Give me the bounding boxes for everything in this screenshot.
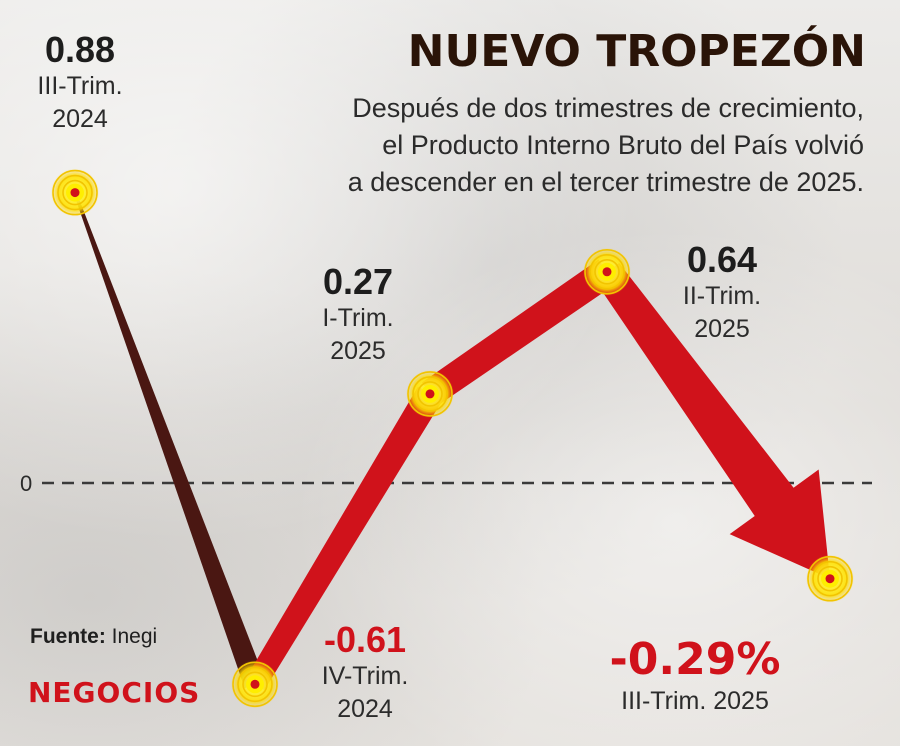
data-label-value: -0.29%: [609, 634, 781, 685]
data-label-point-5: -0.29% III-Trim. 2025: [585, 635, 805, 718]
point-center: [825, 574, 835, 584]
data-label-quarter: III-Trim.: [37, 72, 123, 100]
data-label-year: 2025: [330, 337, 386, 365]
subtitle-line: el Producto Interno Bruto del País volvi…: [382, 130, 864, 160]
point-ring: [807, 555, 853, 602]
point-ring: [232, 661, 278, 708]
data-label-quarter: II-Trim.: [682, 282, 762, 310]
data-label-year: 2025: [694, 315, 750, 343]
point-ring: [584, 248, 630, 295]
data-label-year: 2024: [52, 105, 108, 133]
source-label: Fuente:: [30, 625, 106, 648]
point-center: [250, 679, 260, 689]
data-point-1: [51, 168, 99, 217]
data-label-value: 0.27: [322, 261, 394, 302]
data-label-value: 0.64: [686, 239, 758, 280]
data-point-3: [406, 369, 454, 418]
data-point-5: [806, 554, 854, 603]
point-ring: [57, 174, 93, 211]
point-ring: [812, 560, 848, 597]
subtitle-line: a descender en el tercer trimestre de 20…: [347, 167, 864, 197]
point-ring: [417, 381, 443, 407]
data-label-value: -0.61: [323, 619, 407, 660]
point-center: [425, 389, 435, 399]
point-center: [602, 267, 612, 277]
data-point-4: [583, 247, 631, 296]
data-label-point-4: 0.64 II-Trim. 2025: [662, 240, 782, 346]
point-ring: [52, 169, 98, 216]
data-label-point-2: -0.61 IV-Trim. 2024: [295, 620, 435, 726]
subtitle-line: Después de dos trimestres de crecimiento…: [352, 93, 864, 123]
series-arrow-segment-4: [594, 262, 830, 579]
data-label-point-3: 0.27 I-Trim. 2025: [298, 262, 418, 368]
point-ring: [412, 376, 448, 412]
zero-tick-label: 0: [20, 471, 32, 496]
chart-line-segments: [73, 192, 830, 690]
source-note: Fuente: Inegi: [30, 625, 157, 649]
data-point-2: [231, 660, 279, 709]
data-label-quarter: I-Trim.: [322, 304, 394, 332]
series-segment-1: [73, 192, 266, 689]
data-label-quarter: IV-Trim.: [321, 662, 409, 690]
point-ring: [62, 179, 88, 206]
chart-points: [51, 168, 854, 709]
data-label-point-1: 0.88 III-Trim. 2024: [10, 30, 150, 136]
series-segment-3: [422, 259, 616, 406]
series-segment-2: [245, 386, 442, 690]
data-label-year: 2024: [337, 695, 393, 723]
brand-logo: NEGOCIOS: [28, 676, 201, 709]
point-ring: [242, 671, 268, 698]
source-value: Inegi: [111, 625, 158, 648]
point-center: [70, 188, 80, 198]
point-ring: [237, 666, 273, 703]
data-label-value: 0.88: [44, 29, 116, 70]
chart-title: NUEVO TROPEZÓN: [407, 26, 866, 77]
point-ring: [407, 371, 453, 417]
chart-subtitle: Después de dos trimestres de crecimiento…: [264, 90, 864, 201]
point-ring: [589, 253, 625, 290]
data-label-quarter: III-Trim. 2025: [621, 687, 769, 715]
point-ring: [594, 258, 620, 285]
point-ring: [817, 565, 843, 592]
